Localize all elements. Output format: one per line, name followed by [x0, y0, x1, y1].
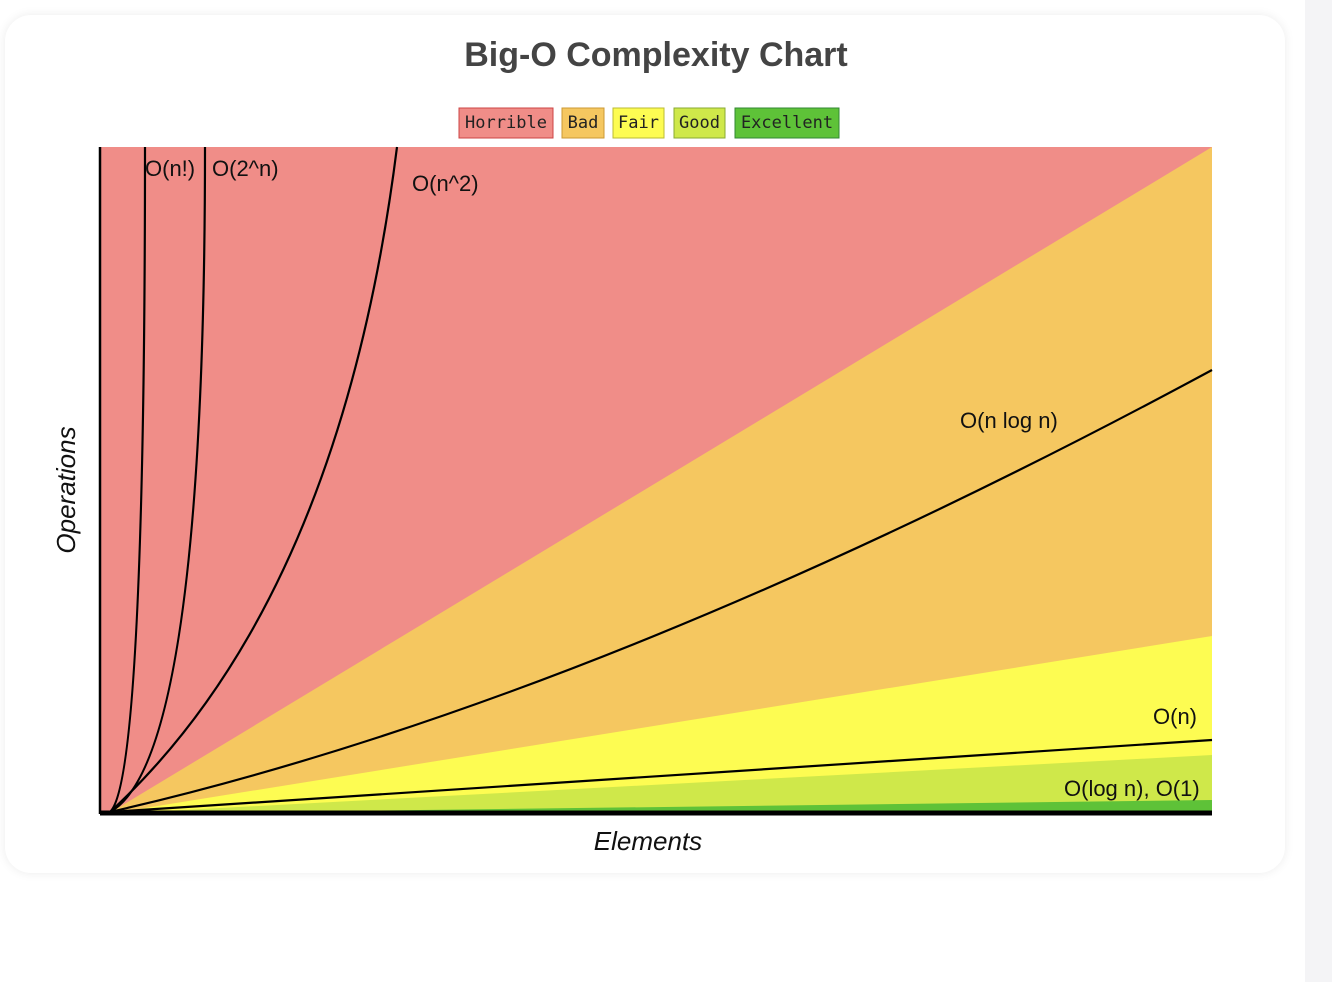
y-axis-label: Operations [51, 426, 81, 553]
curve [109, 146, 399, 813]
scrollbar-area [1305, 0, 1332, 982]
curve [109, 146, 147, 813]
region-bad [108, 147, 1212, 814]
curve-label: O(2^n) [212, 156, 279, 181]
legend-swatch [734, 107, 840, 139]
legend-swatch [673, 107, 726, 139]
curve-label: O(n^2) [412, 171, 479, 196]
curve [109, 146, 207, 813]
title: Big-O Complexity Chart [464, 36, 847, 74]
curve-label: O(n!) [145, 156, 195, 181]
legend-label: Horrible [465, 113, 547, 133]
curve-label: O(log n), O(1) [1064, 776, 1200, 801]
curve-label: O(n log n) [960, 408, 1058, 433]
region-good [108, 755, 1212, 814]
legend-label: Fair [618, 113, 659, 133]
curve-label: O(n) [1153, 704, 1197, 729]
legend-swatch [561, 107, 605, 139]
legend-swatch [612, 107, 665, 139]
x-axis-label: Elements [594, 826, 702, 856]
curve [109, 369, 1213, 814]
legend-swatch [458, 107, 554, 139]
region-fair [108, 636, 1212, 814]
legend-label: Excellent [741, 113, 833, 133]
legend-label: Good [679, 113, 720, 133]
curve [109, 738, 1213, 814]
legend-label: Bad [568, 113, 599, 133]
